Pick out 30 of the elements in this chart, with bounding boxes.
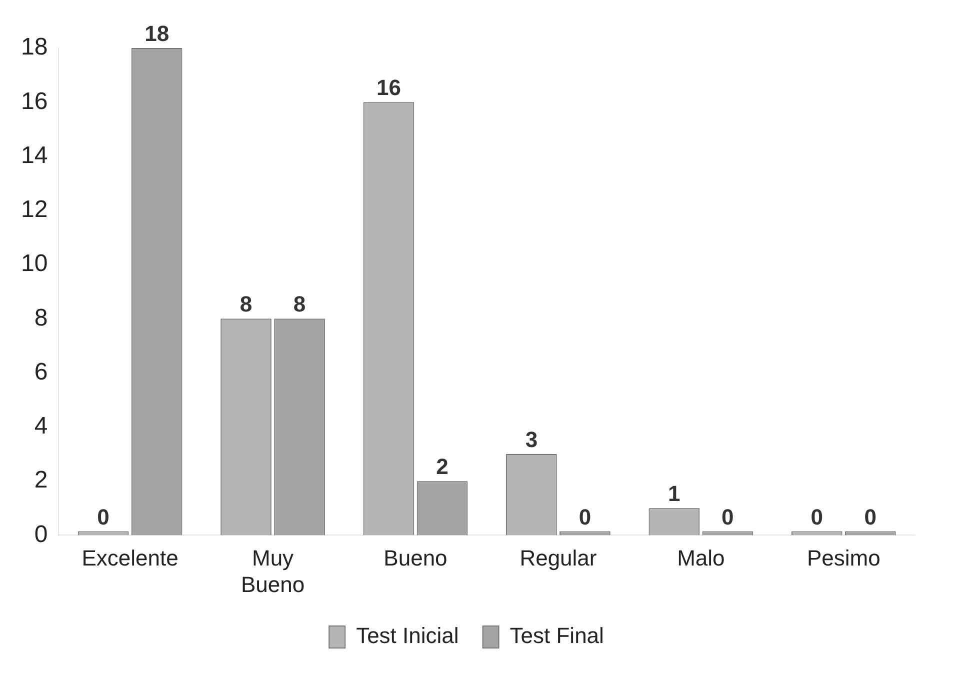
legend-label: Test Inicial	[356, 623, 459, 648]
x-tick-label: Regular	[520, 545, 597, 570]
data-label: 8	[293, 292, 306, 317]
y-tick-label: 2	[34, 466, 48, 494]
data-label: 16	[376, 75, 401, 100]
data-label: 0	[97, 504, 110, 530]
legend-label: Test Final	[510, 623, 604, 648]
data-label: 2	[436, 454, 448, 480]
x-tick-label: Pesimo	[806, 545, 880, 570]
y-tick-label: 6	[34, 358, 48, 386]
y-tick-label: 16	[20, 88, 48, 115]
x-tick-label: Muy Bueno	[240, 545, 305, 597]
y-tick-label: 14	[20, 142, 48, 169]
y-tick-label: 10	[20, 250, 48, 278]
x-tick-label: Bueno	[384, 545, 448, 570]
y-tick-label: 8	[34, 304, 48, 332]
data-label: 0	[864, 504, 877, 530]
data-label: 3	[525, 427, 538, 452]
x-tick-label: Excelente	[82, 545, 178, 570]
data-label: 0	[578, 504, 592, 530]
y-tick-label: 18	[20, 34, 48, 61]
data-label: 0	[810, 504, 824, 530]
data-label: 8	[240, 292, 252, 317]
x-tick-label: Malo	[677, 545, 725, 570]
y-tick-label: 0	[34, 520, 48, 548]
y-tick-label: 12	[20, 196, 48, 224]
y-tick-label: 4	[34, 412, 48, 440]
data-label: 18	[144, 21, 170, 46]
data-label: 0	[722, 504, 734, 530]
data-label: 1	[668, 481, 680, 506]
